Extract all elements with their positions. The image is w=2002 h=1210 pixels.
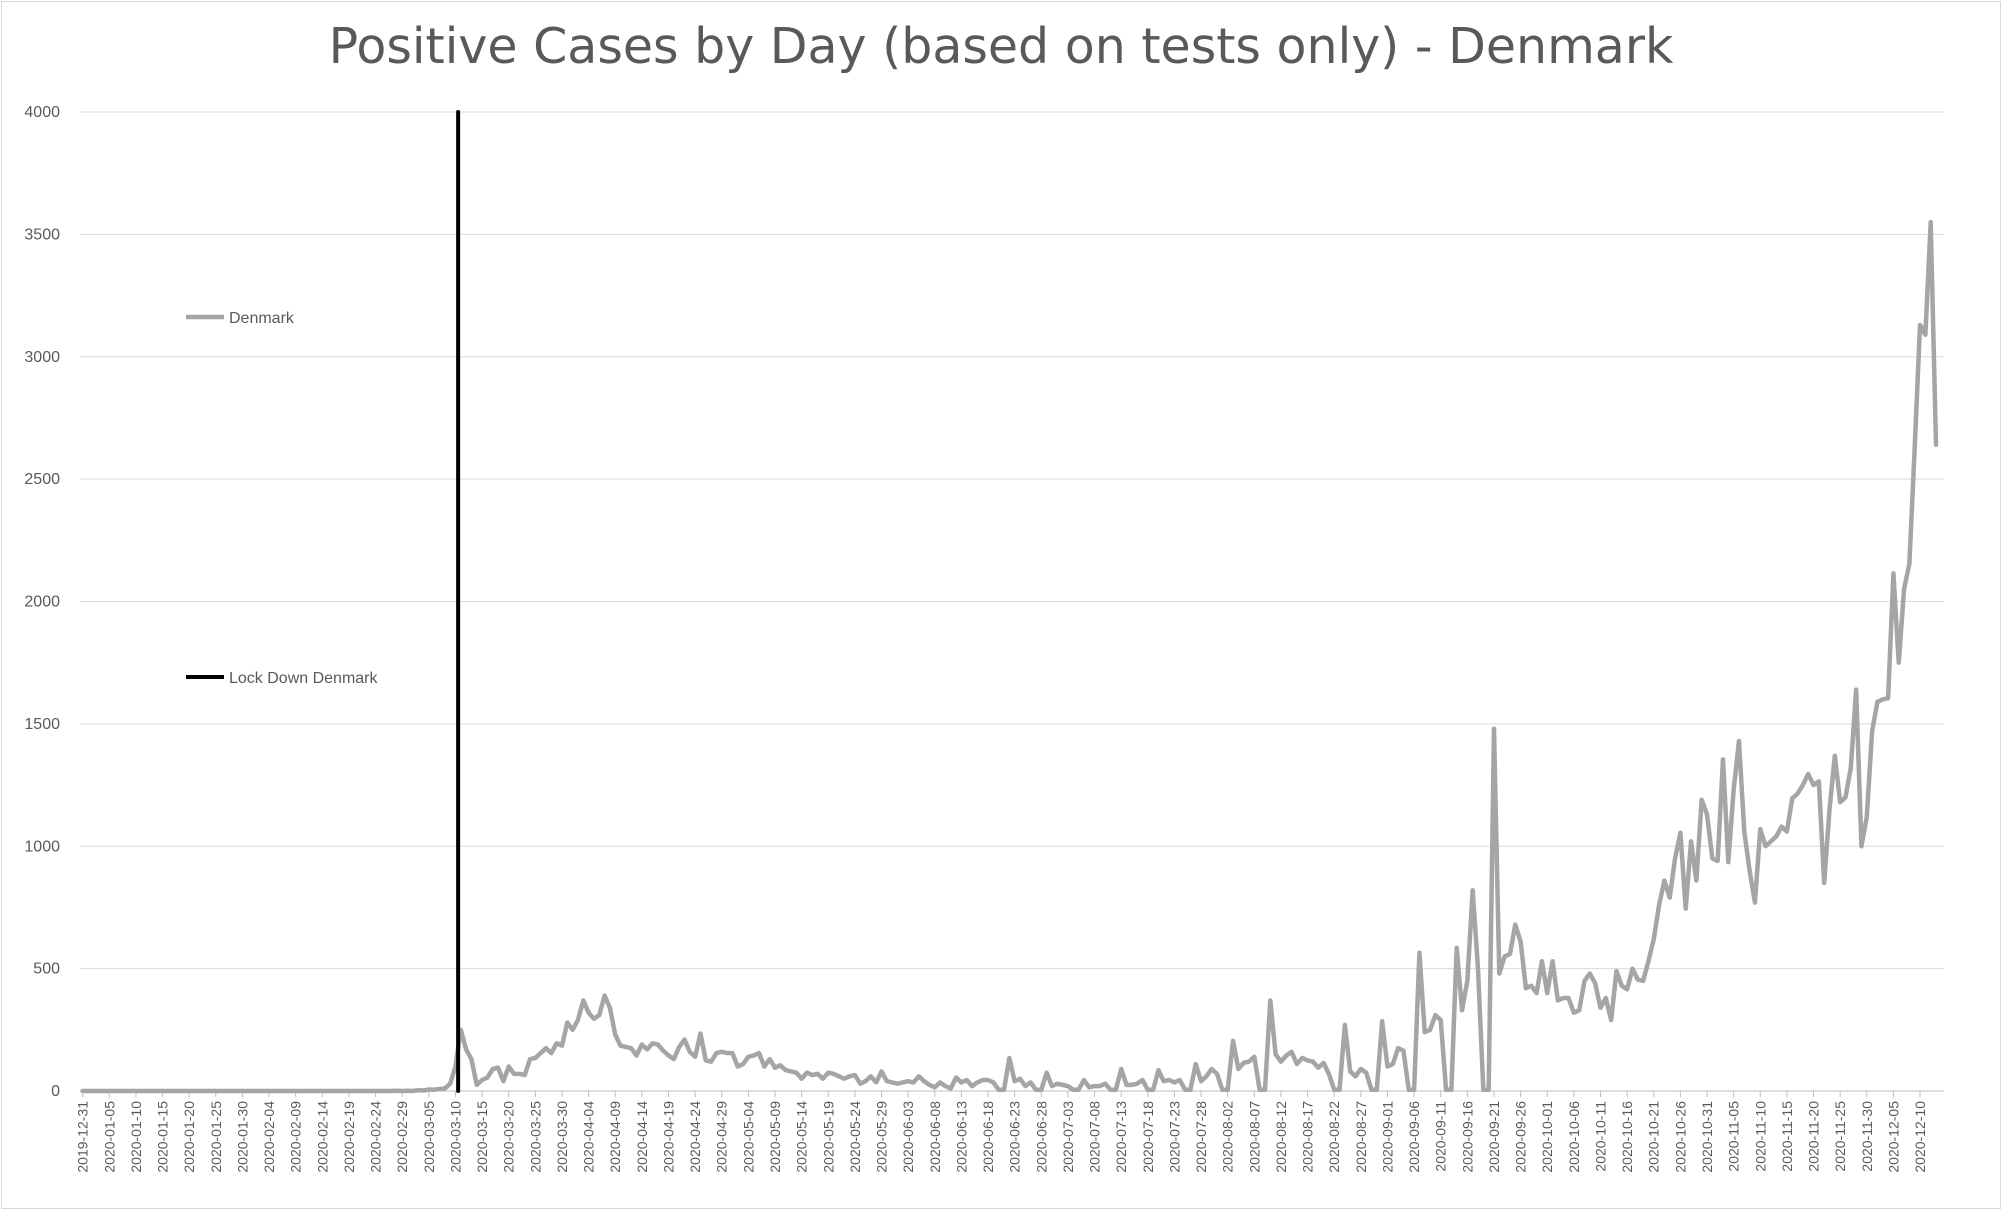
x-tick-label: 2020-12-05 [1885, 1101, 1901, 1173]
x-tick-label: 2020-04-19 [660, 1101, 676, 1173]
x-tick-label: 2020-06-03 [900, 1101, 916, 1173]
x-tick-label: 2020-12-10 [1912, 1101, 1928, 1173]
x-tick-label: 2020-07-18 [1140, 1101, 1156, 1173]
x-tick-label: 2020-01-10 [128, 1101, 144, 1173]
x-tick-label: 2020-08-22 [1326, 1101, 1342, 1173]
legend-label: Denmark [229, 310, 295, 327]
x-tick-label: 2020-06-08 [927, 1101, 943, 1173]
x-tick-label: 2020-03-10 [447, 1101, 463, 1173]
x-tick-label: 2020-05-09 [767, 1101, 783, 1173]
x-tick-label: 2020-01-25 [208, 1101, 224, 1173]
x-tick-label: 2020-05-24 [847, 1101, 863, 1173]
x-tick-label: 2020-01-30 [234, 1101, 250, 1173]
x-tick-label: 2020-11-25 [1832, 1101, 1848, 1172]
x-tick-label: 2019-12-31 [75, 1101, 91, 1173]
y-tick-label: 4000 [24, 104, 60, 121]
y-axis: 0 500 1000 1500 2000 2500 3000 3500 4000 [24, 104, 60, 1100]
x-tick-label: 2020-11-10 [1752, 1101, 1768, 1172]
y-tick-label: 0 [51, 1083, 60, 1100]
x-tick-label: 2020-04-29 [714, 1101, 730, 1173]
x-tick-label: 2020-02-09 [288, 1101, 304, 1173]
x-tick-label: 2020-03-30 [554, 1101, 570, 1173]
x-tick-label: 2020-06-23 [1007, 1101, 1023, 1173]
y-tick-label: 3000 [24, 349, 60, 366]
x-tick-label: 2020-08-07 [1246, 1101, 1262, 1173]
y-tick-label: 2000 [24, 594, 60, 611]
y-tick-label: 3500 [24, 226, 60, 243]
x-tick-label: 2020-10-31 [1699, 1101, 1715, 1173]
legend-label: Lock Down Denmark [229, 670, 379, 687]
series-line-denmark [80, 219, 1939, 1094]
x-tick-label: 2020-05-04 [740, 1101, 756, 1173]
x-tick-label: 2020-07-28 [1193, 1101, 1209, 1173]
x-tick-label: 2020-02-19 [341, 1101, 357, 1173]
x-tick-label: 2020-10-06 [1566, 1101, 1582, 1173]
x-tick-label: 2020-03-20 [501, 1101, 517, 1173]
x-tick-label: 2020-09-21 [1486, 1101, 1502, 1173]
x-tick-label: 2020-09-26 [1513, 1101, 1529, 1173]
x-tick-label: 2020-08-02 [1220, 1101, 1236, 1173]
x-tick-label: 2020-03-05 [421, 1101, 437, 1173]
x-tick-label: 2020-07-03 [1060, 1101, 1076, 1173]
x-tick-label: 2020-07-08 [1087, 1101, 1103, 1173]
x-tick-label: 2020-05-19 [820, 1101, 836, 1173]
x-tick-label: 2020-02-14 [314, 1101, 330, 1173]
x-tick-label: 2020-10-26 [1672, 1101, 1688, 1173]
x-tick-label: 2020-07-23 [1166, 1101, 1182, 1173]
x-tick-label: 2020-11-05 [1726, 1101, 1742, 1172]
x-tick-label: 2020-01-05 [101, 1101, 117, 1173]
x-tick-label: 2020-02-24 [368, 1101, 384, 1173]
x-tick-label: 2020-08-17 [1300, 1101, 1316, 1173]
x-tick-label: 2020-11-20 [1806, 1101, 1822, 1172]
x-tick-label: 2020-01-20 [181, 1101, 197, 1173]
x-tick-label: 2020-04-09 [607, 1101, 623, 1173]
y-tick-label: 1000 [24, 838, 60, 855]
x-tick-label: 2020-04-14 [634, 1101, 650, 1173]
x-tick-label: 2020-04-24 [687, 1101, 703, 1173]
x-tick-label: 2020-06-28 [1033, 1101, 1049, 1173]
x-tick-label: 2020-03-25 [527, 1101, 543, 1173]
x-tick-label: 2020-09-11 [1433, 1101, 1449, 1172]
x-tick-label: 2020-09-06 [1406, 1101, 1422, 1173]
x-tick-label: 2020-11-15 [1779, 1101, 1795, 1172]
x-tick-label: 2020-07-13 [1113, 1101, 1129, 1173]
x-tick-label: 2020-10-16 [1619, 1101, 1635, 1173]
gridlines [80, 111, 1944, 1092]
x-tick-label: 2020-06-18 [980, 1101, 996, 1173]
x-tick-label: 2020-11-30 [1859, 1101, 1875, 1172]
x-tick-label: 2020-02-04 [261, 1101, 277, 1173]
x-tick-label: 2020-03-15 [474, 1101, 490, 1173]
x-tick-label: 2020-09-16 [1459, 1101, 1475, 1173]
x-tick-label: 2020-04-04 [581, 1101, 597, 1173]
y-tick-label: 500 [33, 961, 60, 978]
x-tick-label: 2020-10-21 [1646, 1101, 1662, 1173]
chart-title: Positive Cases by Day (based on tests on… [328, 18, 1674, 75]
x-tick-label: 2020-09-01 [1379, 1101, 1395, 1173]
x-tick-label: 2020-05-14 [794, 1101, 810, 1173]
y-tick-label: 1500 [24, 716, 60, 733]
x-tick-label: 2020-01-15 [155, 1101, 171, 1173]
x-tick-label: 2020-08-27 [1353, 1101, 1369, 1173]
x-tick-label: 2020-02-29 [394, 1101, 410, 1173]
legend: Denmark Lock Down Denmark [186, 310, 379, 687]
x-tick-label: 2020-08-12 [1273, 1101, 1289, 1173]
series-layer [80, 110, 1939, 1094]
y-tick-label: 2500 [24, 471, 60, 488]
x-tick-label: 2020-06-13 [953, 1101, 969, 1173]
x-tick-label: 2020-10-01 [1539, 1101, 1555, 1173]
x-tick-label: 2020-05-29 [874, 1101, 890, 1173]
x-axis: 2019-12-31 2020-01-05 2020-01-10 2020-01-15… [75, 1091, 1928, 1173]
x-tick-label: 2020-10-11 [1592, 1101, 1608, 1172]
